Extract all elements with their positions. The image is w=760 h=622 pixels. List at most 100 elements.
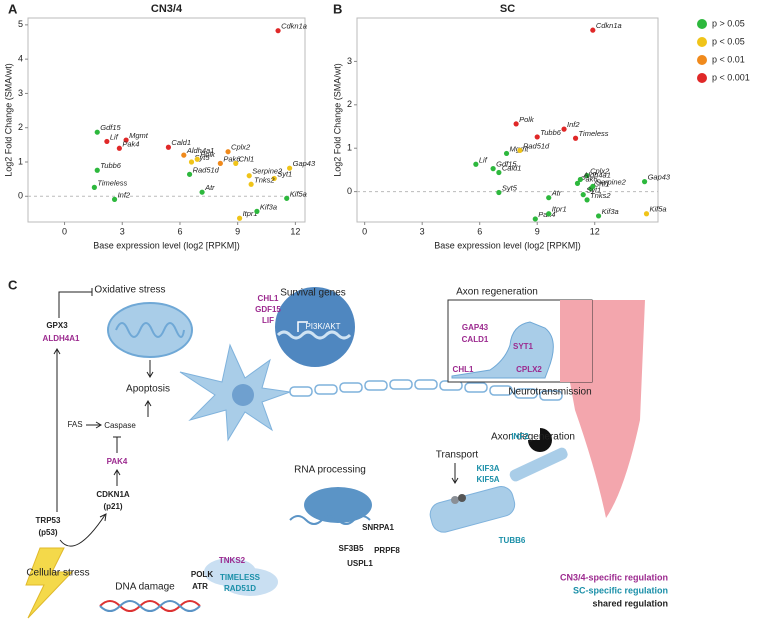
- point: [534, 134, 540, 140]
- point: [590, 183, 596, 190]
- point-label: Timeless: [97, 178, 127, 187]
- y-tick-label: 0: [18, 191, 23, 201]
- diagram-art: [25, 287, 645, 619]
- y-tick-label: 2: [18, 122, 23, 132]
- point-label: Cdkn1a: [596, 21, 622, 30]
- point: [94, 129, 100, 135]
- x-tick-label: 3: [420, 226, 425, 236]
- point-label: Pak6: [580, 174, 598, 183]
- regulation-legend: CN3/4-specific regulation: [560, 572, 668, 582]
- diagram-heading: PI3K/AKT: [305, 322, 340, 331]
- point-label: Gap43: [293, 159, 316, 168]
- y-tick-label: 5: [18, 19, 23, 29]
- regulation-legend: SC-specific regulation: [573, 585, 668, 595]
- point: [496, 189, 502, 196]
- nucleus: [275, 287, 355, 367]
- x-tick-label: 9: [535, 226, 540, 236]
- diagram-heading: Axon regeneration: [456, 287, 538, 298]
- gene-label: TNKS2: [219, 556, 246, 565]
- point-label: Aldh4a1: [582, 170, 611, 179]
- growth-cone: [451, 321, 554, 379]
- point-label: Pak6: [223, 154, 241, 163]
- filament: [509, 447, 568, 482]
- point-label: Atr: [204, 183, 215, 192]
- legend-swatch: [697, 73, 707, 83]
- point-label: Itpr1: [552, 205, 567, 214]
- y-axis-label: Log2 Fold Change (SMA/wt): [332, 63, 342, 177]
- kinesin: [451, 496, 459, 504]
- point-label: Kif3a: [602, 207, 619, 216]
- point: [111, 196, 118, 202]
- diagram-heading: Survival genes: [280, 288, 346, 299]
- point: [104, 138, 110, 145]
- point: [561, 126, 567, 132]
- point-label: Syt1: [586, 186, 601, 195]
- x-tick-label: 3: [120, 226, 125, 236]
- diagram-heading: RNA processing: [294, 465, 366, 476]
- point-label: Rad51d: [193, 165, 220, 174]
- x-tick-label: 0: [62, 226, 67, 236]
- gene-label: GDF15: [255, 305, 281, 314]
- cloud: [222, 568, 278, 596]
- chart-title: SC: [500, 3, 515, 15]
- gene-label: KIF3A: [476, 464, 499, 473]
- diagram-heading: Caspase: [104, 421, 136, 430]
- mitochondrion-cristae: [115, 322, 185, 338]
- panel-label: C: [8, 277, 18, 292]
- point-label: Pak4: [122, 139, 139, 148]
- point-label: Timeless: [579, 129, 609, 138]
- point: [580, 192, 586, 198]
- point: [181, 152, 187, 158]
- gene-label: CPLX2: [516, 365, 542, 374]
- x-tick-label: 6: [177, 226, 182, 236]
- legend-label: p > 0.05: [712, 18, 745, 28]
- point: [284, 195, 290, 201]
- legend-swatch: [697, 37, 707, 47]
- point-label: Itpr1: [243, 209, 258, 218]
- point-label: Lif: [110, 132, 119, 141]
- point-label: Kif3a: [260, 202, 277, 211]
- gene-label: RAD51D: [224, 584, 256, 593]
- diagram-heading: Oxidative stress: [94, 285, 165, 296]
- y-tick-label: 1: [18, 156, 23, 166]
- diagram-heading: DNA damage: [115, 582, 175, 593]
- point-label: Serpine2: [252, 167, 283, 176]
- point: [577, 176, 583, 183]
- lightning: [25, 547, 74, 619]
- diagram-heading: FAS: [67, 420, 82, 429]
- point: [186, 171, 193, 177]
- x-tick-label: 12: [290, 226, 300, 236]
- inf2-icon: [528, 428, 552, 452]
- point: [641, 179, 648, 185]
- point-label: Inf2: [567, 120, 580, 129]
- x-tick-label: 9: [235, 226, 240, 236]
- point-label: Tnks2: [254, 175, 275, 184]
- point: [275, 28, 281, 34]
- axon: [289, 379, 563, 401]
- point-label: Polk: [519, 115, 535, 124]
- gene-label: GPX3: [46, 321, 68, 330]
- point: [246, 173, 252, 179]
- diagram-heading: Transport: [436, 450, 479, 461]
- point: [590, 27, 596, 33]
- point: [188, 159, 195, 165]
- gene-label: INF2: [511, 432, 529, 441]
- chart-title: CN3/4: [151, 3, 183, 15]
- point-label: Atr: [551, 189, 562, 198]
- microtubule: [429, 486, 516, 533]
- point: [123, 137, 129, 143]
- point: [254, 208, 260, 214]
- point-label: Chl1: [239, 154, 254, 163]
- gene-label: CHL1: [258, 294, 279, 303]
- diagram-heading: Cellular stress: [26, 568, 89, 579]
- spliceosome: [304, 487, 372, 523]
- legend-label: p < 0.05: [712, 36, 745, 46]
- point-label: Syt1: [277, 169, 292, 178]
- point: [496, 169, 502, 176]
- dna-helix: [99, 600, 201, 612]
- gene-label: LIF: [262, 316, 274, 325]
- x-tick-label: 12: [590, 226, 600, 236]
- point: [165, 144, 172, 150]
- point: [572, 135, 579, 141]
- dna-helix: [99, 600, 201, 612]
